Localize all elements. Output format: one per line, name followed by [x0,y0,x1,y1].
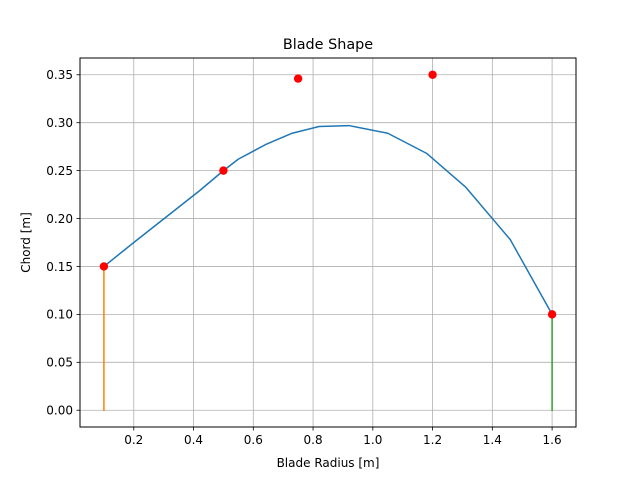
control-point-marker [293,74,303,83]
x-tick-label: 1.6 [543,433,562,447]
y-tick-label: 0.10 [46,308,73,322]
y-tick-label: 0.15 [46,260,73,274]
y-tick-label: 0.20 [46,212,73,226]
x-axis-label: Blade Radius [m] [277,456,380,470]
control-point-marker [99,262,109,271]
control-point-marker [428,70,437,79]
y-tick-label: 0.35 [46,68,73,82]
axes-frame [79,57,577,428]
y-tick-label: 0.25 [46,164,73,178]
y-tick-label: 0.30 [46,116,73,130]
x-tick-label: 1.4 [483,433,502,447]
control-point-marker [547,310,557,319]
plot-data [99,70,557,411]
axis-ticks: 0.2 0.4 0.6 0.8 1.0 1.2 1.4 1.6 0.00 0.05 0.10 0.15… [46,68,561,447]
x-tick-label: 0.2 [124,433,143,447]
x-tick-label: 1.0 [363,433,382,447]
y-tick-label: 0.00 [46,404,73,418]
y-tick-label: 0.05 [46,356,73,370]
chord-curve-line [102,124,554,316]
x-tick-label: 1.2 [423,433,442,447]
chart-title: Blade Shape [283,37,373,53]
x-tick-label: 0.4 [184,433,203,447]
x-tick-label: 0.6 [244,433,263,447]
control-point-marker [219,166,228,175]
grid-lines [80,58,576,427]
x-tick-label: 0.8 [304,433,323,447]
y-axis-label: Chord [m] [19,212,33,273]
